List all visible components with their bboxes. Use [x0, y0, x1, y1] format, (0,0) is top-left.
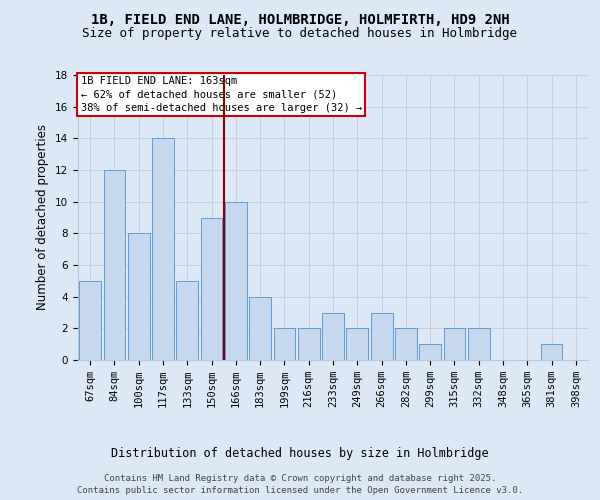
Bar	[249, 296, 271, 360]
Bar	[79, 281, 101, 360]
Text: Contains HM Land Registry data © Crown copyright and database right 2025.
Contai: Contains HM Land Registry data © Crown c…	[77, 474, 523, 495]
Text: 1B, FIELD END LANE, HOLMBRIDGE, HOLMFIRTH, HD9 2NH: 1B, FIELD END LANE, HOLMBRIDGE, HOLMFIRT…	[91, 12, 509, 26]
Bar	[152, 138, 174, 360]
Text: Distribution of detached houses by size in Holmbridge: Distribution of detached houses by size …	[111, 448, 489, 460]
Y-axis label: Number of detached properties: Number of detached properties	[37, 124, 49, 310]
Bar	[371, 312, 392, 360]
Bar	[346, 328, 368, 360]
Bar	[225, 202, 247, 360]
Bar	[322, 312, 344, 360]
Bar	[468, 328, 490, 360]
Text: Size of property relative to detached houses in Holmbridge: Size of property relative to detached ho…	[83, 28, 517, 40]
Bar	[298, 328, 320, 360]
Bar	[176, 281, 198, 360]
Bar	[128, 234, 149, 360]
Text: 1B FIELD END LANE: 163sqm
← 62% of detached houses are smaller (52)
38% of semi-: 1B FIELD END LANE: 163sqm ← 62% of detac…	[80, 76, 362, 113]
Bar	[541, 344, 562, 360]
Bar	[419, 344, 441, 360]
Bar	[104, 170, 125, 360]
Bar	[200, 218, 223, 360]
Bar	[443, 328, 466, 360]
Bar	[395, 328, 417, 360]
Bar	[274, 328, 295, 360]
